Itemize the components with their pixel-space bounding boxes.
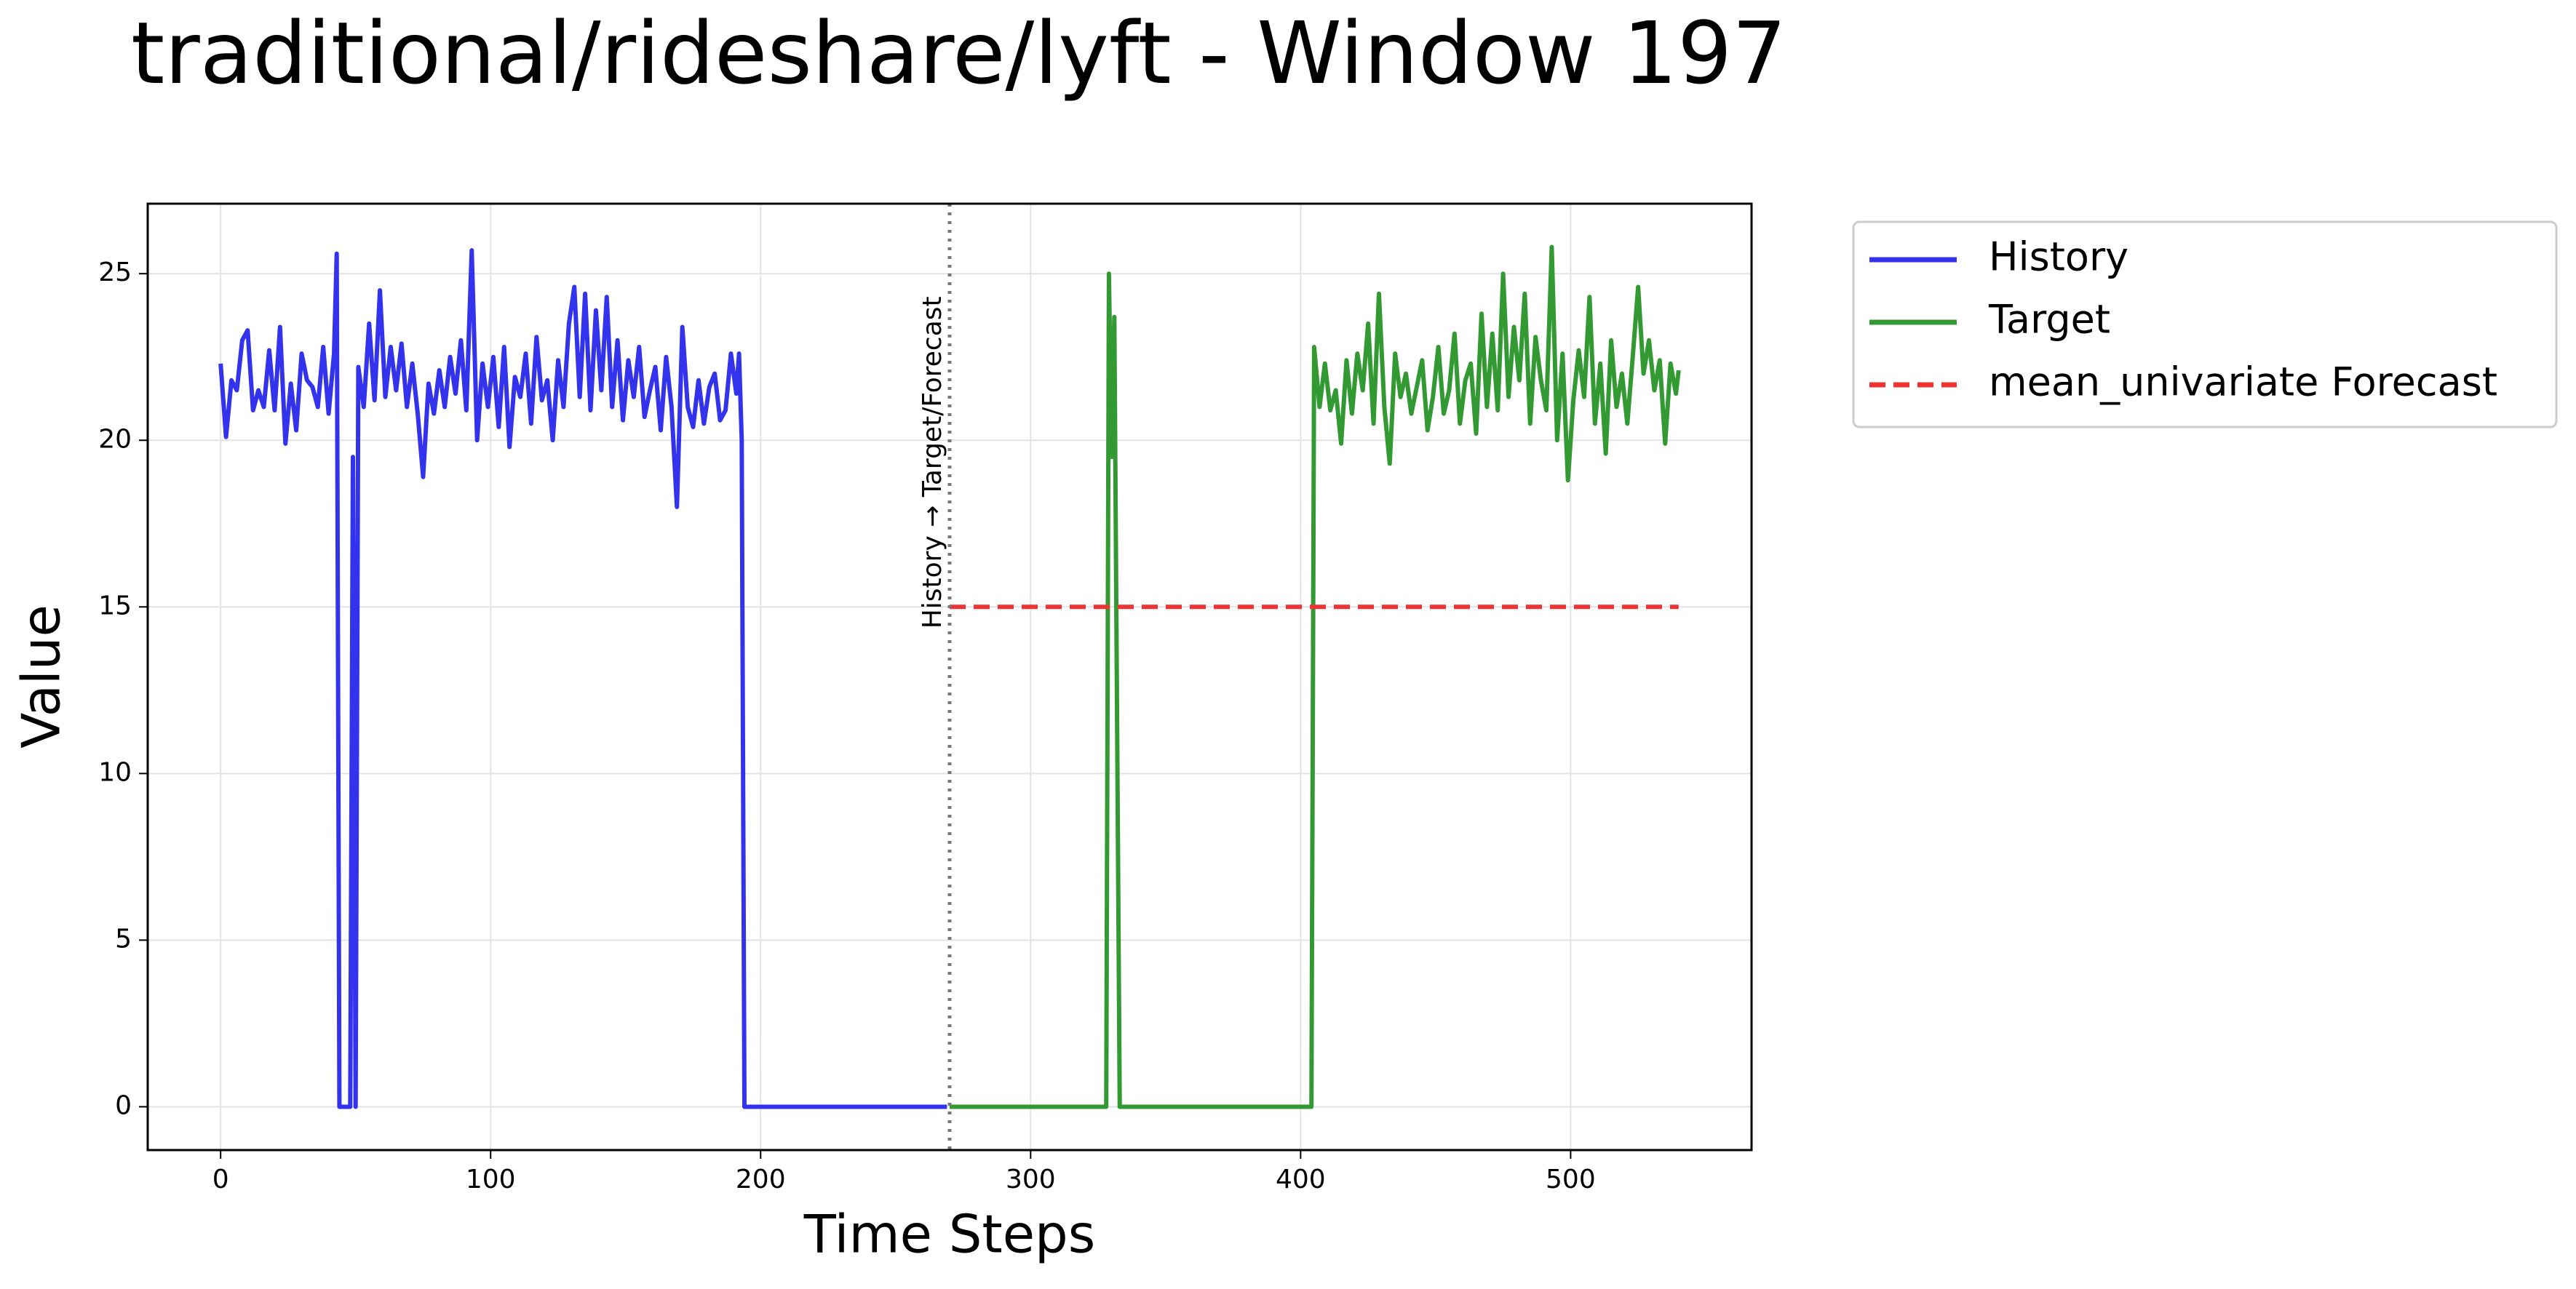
x-tick-label: 100 xyxy=(466,1165,516,1194)
y-axis-label: Value xyxy=(11,604,72,749)
y-tick-label: 0 xyxy=(115,1090,132,1120)
x-tick-label: 0 xyxy=(212,1165,229,1194)
x-axis-label: Time Steps xyxy=(803,1204,1096,1265)
series-line xyxy=(950,244,1681,1109)
y-tick-label: 25 xyxy=(98,258,132,287)
legend-box xyxy=(1852,220,2558,428)
y-tick-label: 5 xyxy=(115,924,132,954)
y-tick-label: 20 xyxy=(98,424,132,454)
legend-label: mean_univariate Forecast xyxy=(1989,359,2497,405)
y-tick-label: 15 xyxy=(98,591,132,620)
chart-title: traditional/rideshare/lyft - Window 197 xyxy=(131,3,1786,103)
legend-label: Target xyxy=(1988,297,2110,343)
y-tick-label: 10 xyxy=(98,757,132,787)
x-tick-label: 300 xyxy=(1006,1165,1056,1194)
split-annotation: History → Target/Forecast xyxy=(918,296,947,628)
legend-label: History xyxy=(1989,234,2128,280)
series-line xyxy=(218,248,947,1109)
x-tick-label: 400 xyxy=(1276,1165,1326,1194)
x-tick-label: 200 xyxy=(736,1165,786,1194)
x-tick-label: 500 xyxy=(1546,1165,1596,1194)
plot-frame xyxy=(146,202,1753,1152)
